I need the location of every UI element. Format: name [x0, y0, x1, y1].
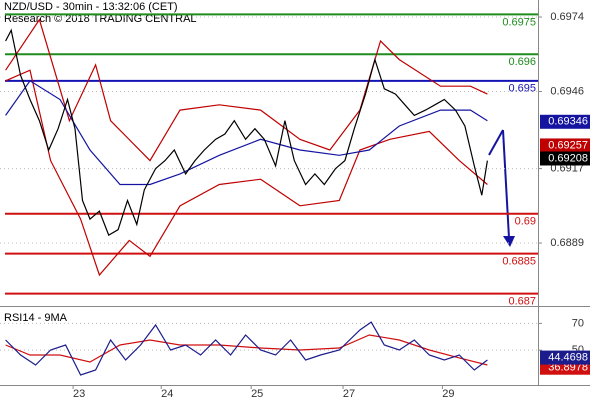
last-value-box — [540, 138, 590, 153]
series-line — [5, 69, 488, 277]
level-label: 0.687 — [508, 295, 536, 307]
y-tick-label: 0.6946 — [550, 85, 584, 97]
level-label: 0.696 — [508, 56, 536, 68]
x-tick-label: 29 — [442, 388, 454, 400]
chart-subtitle: Research © 2018 TRADING CENTRAL — [4, 13, 197, 25]
level-label: 0.6885 — [502, 256, 536, 268]
level-label: 0.69 — [515, 216, 536, 228]
last-value-box — [540, 114, 590, 129]
series-line — [5, 321, 488, 376]
x-tick-label: 23 — [73, 388, 85, 400]
level-label: 0.6975 — [502, 16, 536, 28]
last-value-box — [540, 350, 590, 365]
last-value-label: 0.69257 — [548, 139, 588, 151]
forecast-arrow — [488, 129, 504, 156]
y-tick-label: 70 — [572, 317, 584, 329]
series-line — [5, 79, 488, 186]
series-line — [5, 18, 488, 162]
series-line — [5, 334, 488, 366]
chart-title: NZD/USD - 30min - 13:32:06 (CET) — [4, 1, 178, 13]
x-tick-label: 25 — [251, 388, 263, 400]
y-tick-label: 0.6974 — [550, 11, 584, 23]
series-line — [5, 28, 488, 236]
rsi-title: RSI14 - 9MA — [4, 312, 68, 324]
x-tick-label: 27 — [343, 388, 355, 400]
last-value-label: 0.69208 — [548, 152, 588, 164]
last-value-label: 36.8978 — [548, 362, 588, 374]
forecast-arrow — [502, 129, 510, 239]
last-value-label: 0.69346 — [548, 116, 588, 128]
last-value-label: 44.4698 — [548, 351, 588, 363]
level-label: 0.695 — [508, 83, 536, 95]
y-tick-label: 0.6889 — [550, 237, 584, 249]
forecast-arrow-head — [503, 236, 515, 247]
x-tick-label: 24 — [161, 388, 173, 400]
last-value-box — [540, 151, 590, 166]
y-tick-label: 0.6917 — [550, 162, 584, 174]
